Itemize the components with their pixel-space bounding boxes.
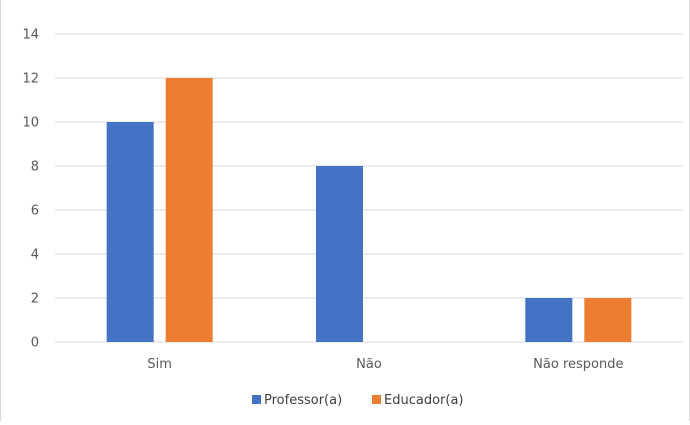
y-tick-label: 12 bbox=[22, 72, 39, 87]
x-category-label: Não bbox=[356, 357, 382, 372]
y-tick-label: 14 bbox=[22, 28, 39, 43]
legend-label: Professor(a) bbox=[264, 393, 342, 408]
bar-Professor(a)-Não responde bbox=[525, 298, 573, 342]
x-axis-categories: Sim Não Não responde bbox=[147, 357, 623, 372]
y-tick-label: 0 bbox=[31, 336, 39, 351]
bar-Educador(a)-Não responde bbox=[584, 298, 632, 342]
legend-swatch bbox=[372, 395, 381, 404]
legend-label: Educador(a) bbox=[384, 393, 463, 408]
y-tick-label: 2 bbox=[31, 292, 39, 307]
bars bbox=[106, 78, 632, 342]
legend: Professor(a) Educador(a) bbox=[252, 393, 463, 408]
y-axis-ticks: 0 2 4 6 8 10 12 14 bbox=[22, 28, 39, 351]
gridlines bbox=[55, 33, 683, 343]
y-tick-label: 10 bbox=[22, 116, 39, 131]
x-category-label: Não responde bbox=[533, 357, 623, 372]
bar-Professor(a)-Sim bbox=[106, 122, 154, 342]
bar-Professor(a)-Não bbox=[316, 166, 363, 342]
x-category-label: Sim bbox=[147, 357, 172, 372]
legend-swatch bbox=[252, 395, 261, 404]
y-tick-label: 6 bbox=[31, 204, 39, 219]
y-tick-label: 8 bbox=[31, 160, 39, 175]
bar-Educador(a)-Sim bbox=[165, 78, 213, 342]
y-tick-label: 4 bbox=[31, 248, 39, 263]
